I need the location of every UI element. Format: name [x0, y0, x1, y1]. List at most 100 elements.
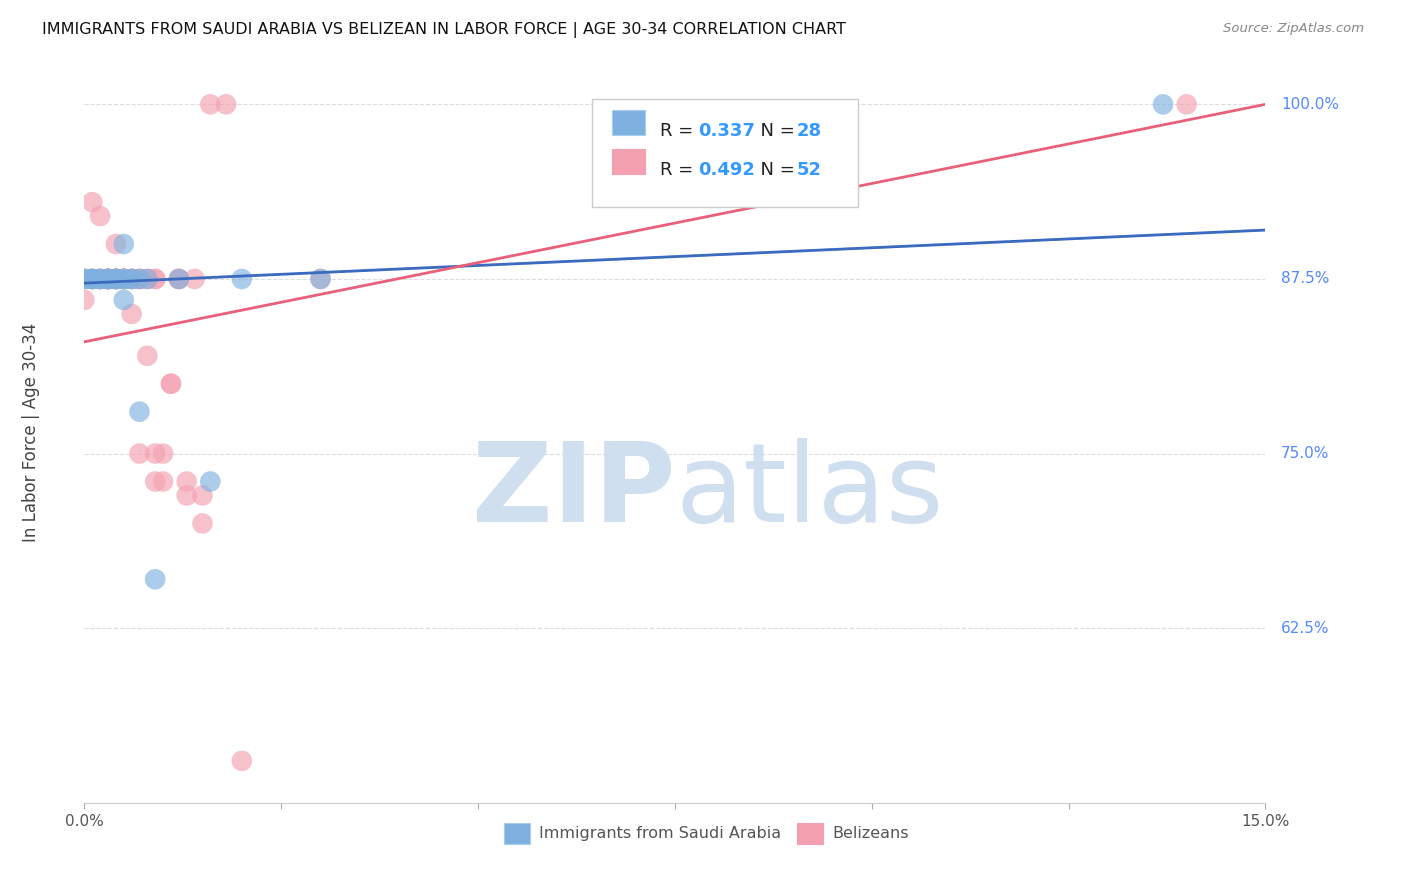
Text: Belizeans: Belizeans — [832, 826, 908, 841]
FancyBboxPatch shape — [612, 110, 645, 135]
Point — [89, 272, 111, 286]
Point — [309, 272, 332, 286]
Text: Source: ZipAtlas.com: Source: ZipAtlas.com — [1223, 22, 1364, 36]
Point — [215, 97, 238, 112]
Text: 87.5%: 87.5% — [1281, 271, 1330, 286]
Point — [104, 272, 127, 286]
FancyBboxPatch shape — [797, 822, 823, 844]
Point — [143, 475, 166, 489]
Point — [104, 272, 127, 286]
Point — [112, 237, 135, 252]
Point — [191, 488, 214, 502]
Point — [82, 195, 104, 210]
Point — [1152, 97, 1174, 112]
Point — [89, 272, 111, 286]
Point — [97, 272, 120, 286]
Point — [112, 272, 135, 286]
Point — [97, 272, 120, 286]
Point — [176, 475, 198, 489]
Point — [143, 572, 166, 586]
Text: 28: 28 — [797, 121, 821, 140]
Point — [160, 376, 183, 391]
FancyBboxPatch shape — [503, 822, 530, 844]
Text: 75.0%: 75.0% — [1281, 446, 1330, 461]
Point — [97, 272, 120, 286]
Point — [97, 272, 120, 286]
Point — [143, 446, 166, 460]
Point — [309, 272, 332, 286]
FancyBboxPatch shape — [612, 149, 645, 174]
Point — [112, 272, 135, 286]
Point — [136, 349, 159, 363]
Point — [128, 272, 150, 286]
Point — [167, 272, 190, 286]
Point — [73, 272, 96, 286]
Point — [121, 272, 143, 286]
Text: 0.492: 0.492 — [699, 161, 755, 179]
Point — [136, 272, 159, 286]
Point — [97, 272, 120, 286]
Point — [73, 293, 96, 307]
Point — [176, 488, 198, 502]
Point — [112, 293, 135, 307]
Point — [128, 405, 150, 419]
Point — [183, 272, 205, 286]
Point — [167, 272, 190, 286]
Point — [128, 446, 150, 460]
Text: Immigrants from Saudi Arabia: Immigrants from Saudi Arabia — [538, 826, 782, 841]
Point — [1175, 97, 1198, 112]
Point — [73, 272, 96, 286]
Point — [112, 272, 135, 286]
Point — [82, 272, 104, 286]
Point — [104, 272, 127, 286]
Point — [104, 272, 127, 286]
Point — [231, 754, 253, 768]
Point — [89, 272, 111, 286]
Text: IMMIGRANTS FROM SAUDI ARABIA VS BELIZEAN IN LABOR FORCE | AGE 30-34 CORRELATION : IMMIGRANTS FROM SAUDI ARABIA VS BELIZEAN… — [42, 22, 846, 38]
Text: 0.337: 0.337 — [699, 121, 755, 140]
Text: In Labor Force | Age 30-34: In Labor Force | Age 30-34 — [22, 323, 41, 542]
Point — [160, 376, 183, 391]
Point — [97, 272, 120, 286]
Point — [152, 446, 174, 460]
Text: 100.0%: 100.0% — [1281, 97, 1339, 112]
Point — [104, 272, 127, 286]
Text: atlas: atlas — [675, 438, 943, 545]
Text: 0.0%: 0.0% — [65, 814, 104, 829]
Point — [200, 475, 222, 489]
Text: N =: N = — [749, 121, 801, 140]
Text: 15.0%: 15.0% — [1241, 814, 1289, 829]
Text: 52: 52 — [797, 161, 821, 179]
Point — [128, 272, 150, 286]
Point — [231, 272, 253, 286]
Point — [82, 272, 104, 286]
Point — [121, 272, 143, 286]
Point — [97, 272, 120, 286]
Point — [121, 307, 143, 321]
Text: R =: R = — [659, 121, 699, 140]
Point — [200, 97, 222, 112]
Point — [89, 272, 111, 286]
Point — [73, 272, 96, 286]
Point — [82, 272, 104, 286]
Point — [121, 272, 143, 286]
Point — [167, 272, 190, 286]
Point — [112, 272, 135, 286]
Point — [136, 272, 159, 286]
Point — [82, 272, 104, 286]
Point — [97, 272, 120, 286]
Point — [112, 272, 135, 286]
Point — [152, 475, 174, 489]
Point — [143, 272, 166, 286]
Text: N =: N = — [749, 161, 801, 179]
FancyBboxPatch shape — [592, 99, 858, 207]
Point — [82, 272, 104, 286]
Point — [143, 272, 166, 286]
Point — [104, 237, 127, 252]
Point — [89, 209, 111, 223]
Point — [104, 272, 127, 286]
Text: 62.5%: 62.5% — [1281, 621, 1330, 636]
Point — [121, 272, 143, 286]
Point — [97, 272, 120, 286]
Point — [104, 272, 127, 286]
